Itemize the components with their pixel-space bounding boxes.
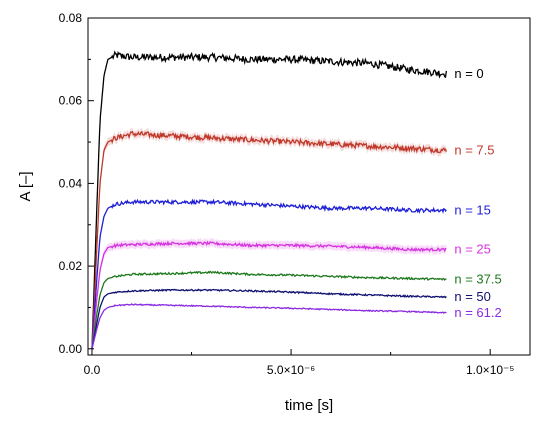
y-axis-ticks: 0.00 0.02 0.04 0.06 0.08 bbox=[59, 11, 94, 356]
series-line-6 bbox=[91, 303, 447, 349]
x-axis-label: time [s] bbox=[285, 397, 333, 414]
series-labels: n = 0 n = 7.5 n = 15 n = 25 n = 37.5 n = 50n … bbox=[454, 66, 501, 320]
series-line-1 bbox=[91, 130, 448, 349]
x-axis-ticks: 0.0 5.0×10⁻⁶ 1.0×10⁻⁵ bbox=[84, 349, 514, 377]
series-label-6: n = 61.2 bbox=[454, 305, 501, 320]
series-line-0 bbox=[91, 50, 448, 349]
x-tick-label: 0.0 bbox=[84, 363, 101, 377]
y-tick-label: 0.06 bbox=[59, 94, 83, 108]
series-line-2 bbox=[91, 198, 447, 349]
series-label-5: n = 50 bbox=[454, 289, 491, 304]
x-tick-label: 5.0×10⁻⁶ bbox=[267, 363, 315, 377]
y-tick-label: 0.02 bbox=[59, 259, 83, 273]
series-label-2: n = 15 bbox=[454, 202, 491, 217]
series-line-5 bbox=[91, 288, 447, 349]
y-tick-label: 0.04 bbox=[59, 176, 83, 190]
series-label-3: n = 25 bbox=[454, 242, 491, 257]
series-line-4 bbox=[91, 270, 447, 349]
y-axis-label: A [–] bbox=[17, 171, 34, 201]
series-label-1: n = 7.5 bbox=[454, 142, 494, 157]
series-label-4: n = 37.5 bbox=[454, 271, 501, 286]
series-band-1 bbox=[92, 127, 447, 353]
plot-frame bbox=[87, 17, 531, 356]
error-bands bbox=[92, 127, 447, 353]
y-tick-label: 0.08 bbox=[59, 11, 83, 25]
series-label-0: n = 0 bbox=[454, 66, 483, 81]
series-lines bbox=[91, 50, 448, 349]
x-tick-label: 1.0×10⁻⁵ bbox=[466, 363, 514, 377]
y-tick-label: 0.00 bbox=[59, 342, 83, 356]
series-line-3 bbox=[91, 240, 447, 349]
